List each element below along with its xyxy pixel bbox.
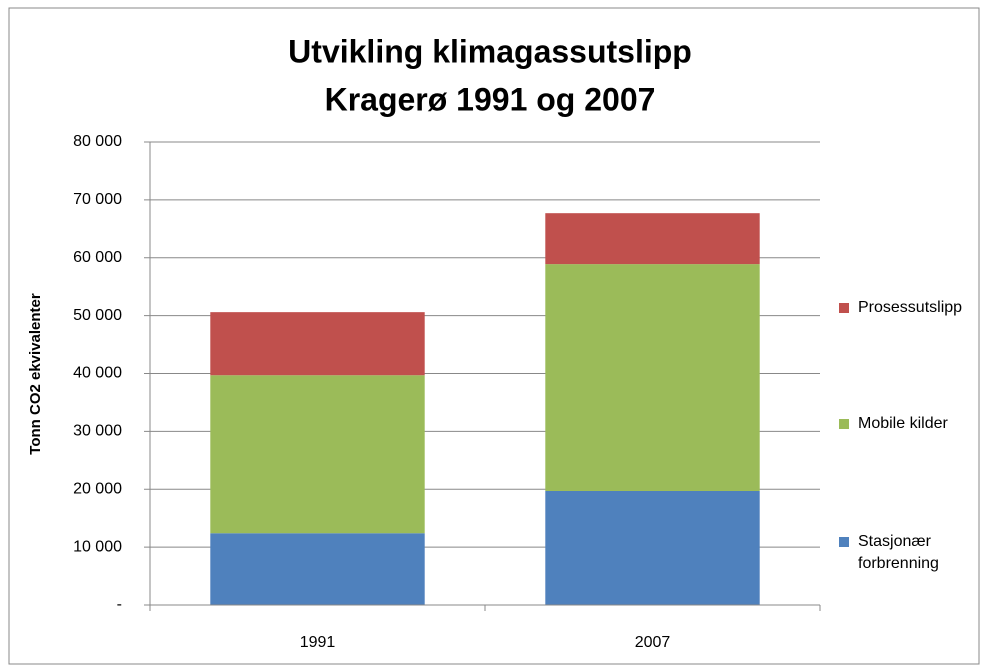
y-tick-label: -: [117, 596, 122, 613]
x-tick-label: 1991: [300, 634, 336, 651]
legend-label: Prosessutslipp: [858, 299, 963, 316]
chart-title: Kragerø 1991 og 2007: [325, 81, 656, 117]
legend-label: Stasjonær forbrenning: [858, 533, 939, 572]
legend-swatch: [839, 537, 849, 547]
y-axis-label: Tonn CO2 ekvivalenter: [27, 293, 44, 455]
y-tick-label: 30 000: [73, 423, 122, 440]
bar-segment: [545, 213, 760, 265]
y-tick-label: 70 000: [73, 191, 122, 208]
chart-title: Utvikling klimagassutslipp: [288, 33, 692, 69]
bar-segment: [545, 490, 760, 605]
legend-swatch: [839, 303, 849, 313]
chart-border: [8, 7, 980, 665]
legend-swatch: [839, 419, 849, 429]
y-tick-label: 50 000: [73, 307, 122, 324]
y-tick-label: 80 000: [73, 133, 122, 150]
y-tick-label: 10 000: [73, 538, 122, 555]
x-tick-label: 2007: [635, 634, 671, 651]
y-tick-label: 20 000: [73, 480, 122, 497]
bar-segment: [210, 533, 425, 605]
y-tick-label: 40 000: [73, 365, 122, 382]
legend-label: Mobile kilder: [858, 415, 948, 432]
y-tick-label: 60 000: [73, 249, 122, 266]
bar-segment: [210, 312, 425, 376]
bar-segment: [210, 375, 425, 534]
bar-segment: [545, 264, 760, 491]
